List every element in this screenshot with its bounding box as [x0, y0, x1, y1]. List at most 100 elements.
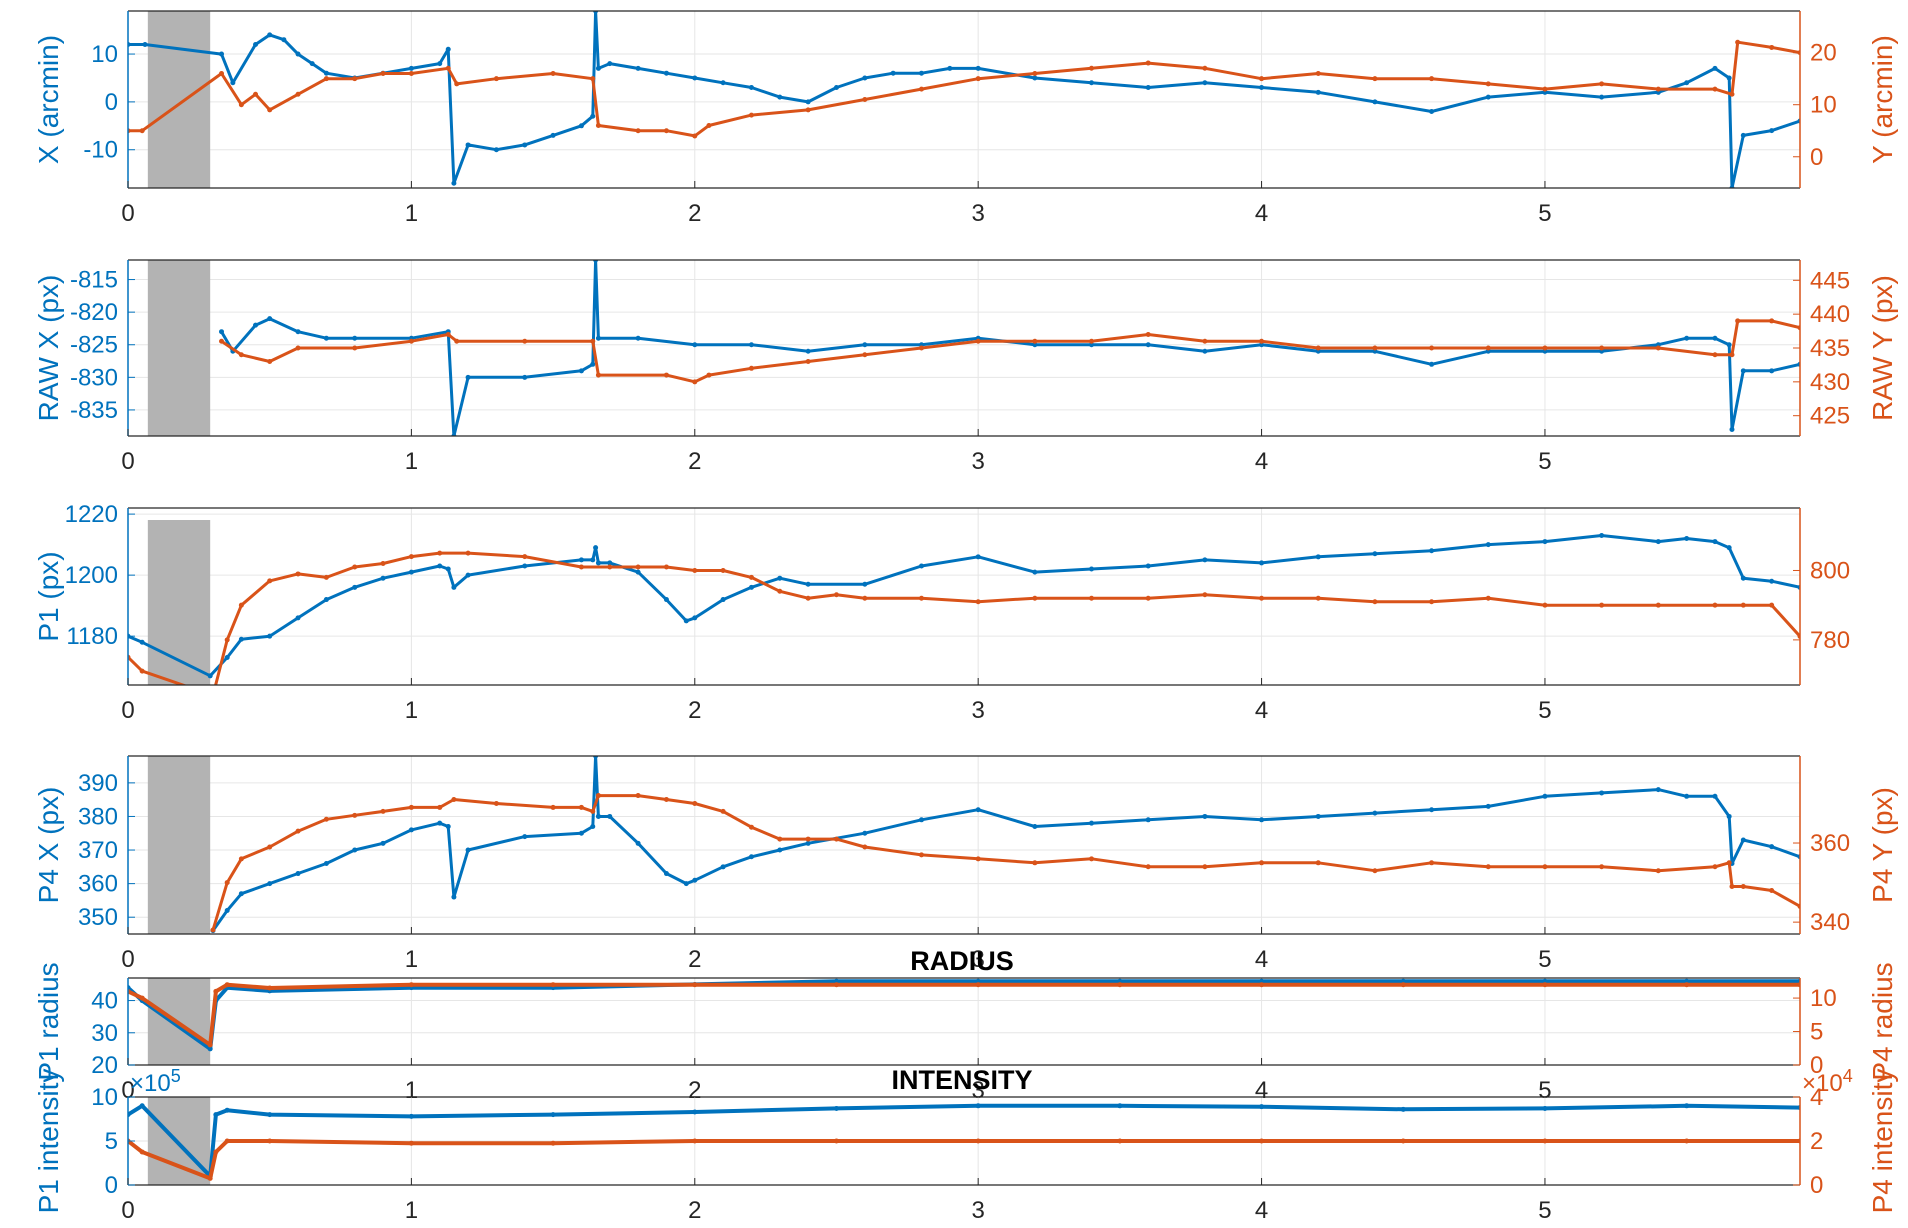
data-point-left	[1259, 560, 1265, 566]
data-point-right	[1684, 1138, 1690, 1144]
data-point-right	[1400, 1138, 1406, 1144]
data-point-left	[142, 41, 148, 47]
y-right-tick-label: 440	[1810, 301, 1850, 328]
data-point-right	[975, 76, 981, 82]
data-point-right	[238, 602, 244, 608]
data-point-right	[1372, 345, 1378, 351]
data-point-left	[777, 575, 783, 581]
data-point-left	[890, 70, 896, 76]
chart-panel-3: 0 1 2 3 4 5 1180 1200 1220 780 800 P1 (px)	[33, 501, 1850, 724]
data-point-right	[219, 338, 225, 344]
data-point-left	[1429, 807, 1435, 813]
data-point-left	[720, 597, 726, 603]
x-tick-label: 2	[688, 697, 701, 724]
data-point-right	[445, 65, 451, 71]
x-tick-label: 5	[1538, 448, 1551, 475]
data-point-left	[219, 329, 225, 335]
data-point-left	[267, 1112, 273, 1118]
data-point-right	[1740, 884, 1746, 890]
data-point-left	[1032, 342, 1038, 348]
data-point-left	[720, 80, 726, 86]
data-point-right	[578, 804, 584, 810]
data-point-right	[1655, 345, 1661, 351]
data-point-left	[207, 673, 213, 679]
data-point-left	[522, 374, 528, 380]
data-point-left	[1372, 99, 1378, 105]
series-group	[128, 11, 1800, 188]
y-right-tick-label: 10	[1810, 92, 1837, 119]
y-right-tick-label: 0	[1810, 1172, 1823, 1199]
data-point-left	[445, 824, 451, 830]
data-point-left	[465, 142, 471, 148]
data-point-right	[1769, 318, 1775, 324]
data-point-left	[465, 572, 471, 578]
data-point-left	[1769, 368, 1775, 374]
data-point-left	[352, 584, 358, 590]
y-left-tick-label: 370	[78, 837, 118, 864]
data-point-right	[408, 804, 414, 810]
data-point-right	[352, 76, 358, 82]
data-point-right	[918, 86, 924, 92]
data-point-left	[683, 618, 689, 624]
data-point-left	[1315, 89, 1321, 95]
data-point-left	[437, 563, 443, 569]
data-point-left	[578, 368, 584, 374]
y-left-exponent: ×105	[130, 1066, 181, 1097]
y-left-tick-label: -835	[70, 397, 118, 424]
y-left-tick-label: 0	[105, 89, 118, 116]
data-point-right	[635, 793, 641, 799]
y-right-tick-label: 0	[1810, 144, 1823, 171]
data-point-right	[805, 836, 811, 842]
data-point-left	[380, 840, 386, 846]
data-point-left	[1542, 793, 1548, 799]
series-group	[128, 978, 1800, 1052]
data-point-right	[918, 595, 924, 601]
y-right-tick-label: 5	[1810, 1019, 1823, 1046]
data-point-left	[550, 132, 556, 138]
data-point-right	[1542, 86, 1548, 92]
data-point-right	[706, 372, 712, 378]
data-point-left	[805, 99, 811, 105]
data-point-left	[593, 260, 599, 263]
data-point-left	[224, 1107, 230, 1113]
x-tick-label: 3	[971, 1197, 984, 1224]
x-tick-label: 5	[1538, 946, 1551, 973]
data-point-left	[595, 65, 601, 71]
data-point-right	[1315, 345, 1321, 351]
data-point-left	[1726, 813, 1732, 819]
data-point-left	[550, 1112, 556, 1118]
data-point-left	[1259, 978, 1265, 984]
y-right-tick-label: 425	[1810, 403, 1850, 430]
data-point-left	[593, 11, 599, 14]
data-point-left	[295, 51, 301, 57]
y-left-tick-label: -830	[70, 364, 118, 391]
y-right-tick-label: 430	[1810, 369, 1850, 396]
y-axis-label-right: Y (arcmin)	[1867, 35, 1898, 164]
data-point-left	[1655, 787, 1661, 793]
data-point-left	[1485, 94, 1491, 100]
y-axis-label-right: RAW Y (px)	[1867, 275, 1898, 421]
data-point-left	[213, 1112, 219, 1118]
data-point-right	[1599, 81, 1605, 87]
data-point-right	[219, 70, 225, 76]
data-point-right	[437, 550, 443, 556]
data-point-left	[578, 123, 584, 129]
x-tick-label: 4	[1255, 200, 1268, 227]
data-point-right	[1542, 1138, 1548, 1144]
data-point-left	[805, 348, 811, 354]
data-point-left	[975, 554, 981, 560]
data-point-right	[590, 76, 596, 82]
data-point-right	[918, 345, 924, 351]
data-point-left	[1485, 803, 1491, 809]
data-point-right	[635, 128, 641, 134]
y-left-exponent-power: 5	[171, 1066, 181, 1086]
data-point-right	[1726, 860, 1732, 866]
data-point-left	[635, 840, 641, 846]
data-point-right	[1145, 595, 1151, 601]
x-tick-label: 2	[688, 448, 701, 475]
series-group	[219, 260, 1800, 436]
data-point-left	[352, 847, 358, 853]
data-point-left	[1684, 978, 1690, 984]
chart-title: INTENSITY	[891, 1065, 1032, 1095]
